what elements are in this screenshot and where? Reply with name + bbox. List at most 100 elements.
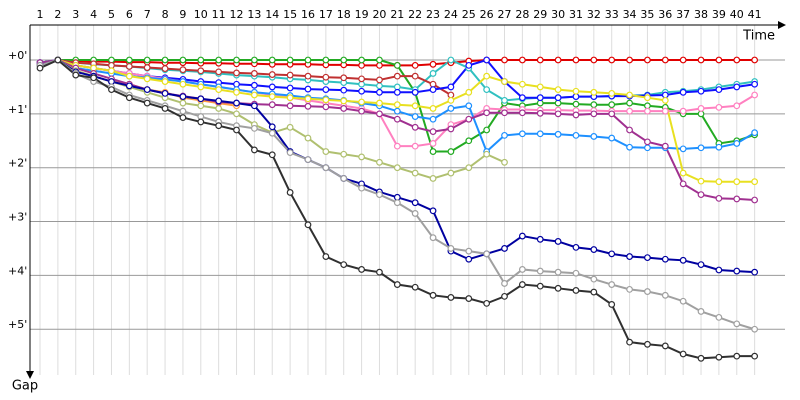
data-point bbox=[322, 148, 330, 155]
data-point bbox=[376, 88, 383, 96]
data-point bbox=[590, 110, 598, 118]
data-point bbox=[572, 93, 580, 101]
data-point bbox=[536, 83, 544, 91]
data-point bbox=[250, 124, 258, 132]
data-point bbox=[393, 88, 401, 96]
data-point bbox=[411, 210, 419, 217]
data-point bbox=[286, 71, 294, 79]
data-point bbox=[411, 102, 419, 110]
data-point bbox=[501, 245, 508, 252]
data-point bbox=[179, 93, 187, 101]
x-tick-label: 10 bbox=[194, 8, 208, 21]
data-point bbox=[661, 96, 669, 104]
y-tick-label: +0' bbox=[8, 49, 27, 62]
data-point bbox=[304, 134, 312, 142]
data-point bbox=[393, 101, 401, 109]
data-point bbox=[679, 56, 687, 64]
data-point bbox=[322, 56, 330, 64]
data-point bbox=[215, 68, 223, 76]
x-tick-label: 6 bbox=[126, 8, 133, 21]
data-point bbox=[161, 65, 169, 73]
data-point bbox=[358, 75, 365, 83]
data-point bbox=[626, 285, 633, 293]
data-point bbox=[125, 94, 133, 102]
data-point bbox=[322, 73, 330, 81]
data-point bbox=[590, 56, 598, 64]
data-point bbox=[751, 325, 759, 333]
data-point bbox=[608, 89, 616, 97]
data-point bbox=[715, 86, 723, 94]
data-point bbox=[572, 287, 580, 294]
data-point bbox=[108, 78, 115, 85]
data-point bbox=[572, 87, 580, 95]
data-point bbox=[233, 110, 240, 118]
x-tick-label: 15 bbox=[283, 8, 297, 21]
data-point bbox=[90, 64, 98, 72]
data-point bbox=[125, 63, 133, 70]
data-point bbox=[465, 137, 473, 145]
data-point bbox=[376, 191, 383, 199]
data-point bbox=[340, 105, 348, 112]
data-point bbox=[233, 80, 240, 88]
data-point bbox=[697, 191, 705, 199]
data-point bbox=[465, 115, 473, 123]
data-point bbox=[340, 150, 348, 158]
data-point bbox=[411, 61, 419, 69]
data-point bbox=[572, 269, 580, 277]
data-point bbox=[536, 99, 544, 107]
data-point bbox=[518, 109, 526, 117]
data-point bbox=[197, 118, 205, 126]
data-point bbox=[751, 80, 759, 88]
data-point bbox=[608, 301, 616, 308]
data-point bbox=[679, 145, 687, 153]
data-point bbox=[608, 101, 616, 109]
data-point bbox=[483, 299, 491, 307]
x-tick-label: 26 bbox=[480, 8, 494, 21]
data-point bbox=[715, 103, 723, 111]
data-point bbox=[268, 56, 276, 64]
data-point bbox=[644, 102, 651, 110]
data-point bbox=[501, 109, 508, 117]
data-point bbox=[518, 266, 526, 273]
data-point bbox=[161, 56, 169, 64]
data-point bbox=[340, 86, 348, 94]
data-point bbox=[358, 80, 365, 88]
data-point bbox=[358, 266, 365, 273]
data-point bbox=[679, 169, 687, 177]
data-point bbox=[233, 56, 240, 64]
x-tick-label: 16 bbox=[301, 8, 315, 21]
data-point bbox=[661, 342, 669, 350]
data-point bbox=[536, 56, 544, 64]
data-point bbox=[501, 56, 508, 64]
data-point bbox=[108, 56, 115, 64]
data-point bbox=[554, 284, 562, 292]
data-point bbox=[715, 194, 723, 202]
data-point bbox=[536, 94, 544, 102]
data-point bbox=[572, 131, 580, 139]
y-axis-label: Gap bbox=[12, 379, 38, 394]
data-point bbox=[697, 105, 705, 112]
data-point bbox=[608, 250, 616, 258]
data-point bbox=[572, 100, 580, 108]
data-point bbox=[501, 78, 508, 85]
data-point bbox=[268, 123, 276, 131]
data-point bbox=[429, 128, 437, 136]
data-point bbox=[661, 255, 669, 263]
data-point bbox=[751, 268, 759, 276]
data-point bbox=[626, 338, 633, 346]
data-point bbox=[447, 125, 455, 133]
data-point bbox=[268, 71, 276, 78]
data-point bbox=[644, 138, 651, 146]
data-point bbox=[536, 282, 544, 290]
data-point bbox=[286, 84, 294, 92]
data-point bbox=[411, 123, 419, 131]
x-tick-label: 13 bbox=[247, 8, 261, 21]
data-point bbox=[554, 238, 562, 245]
data-point bbox=[429, 148, 437, 155]
data-point bbox=[554, 268, 562, 276]
x-tick-label: 35 bbox=[640, 8, 654, 21]
data-point bbox=[411, 199, 419, 207]
data-point bbox=[644, 94, 651, 102]
data-point bbox=[483, 86, 491, 94]
